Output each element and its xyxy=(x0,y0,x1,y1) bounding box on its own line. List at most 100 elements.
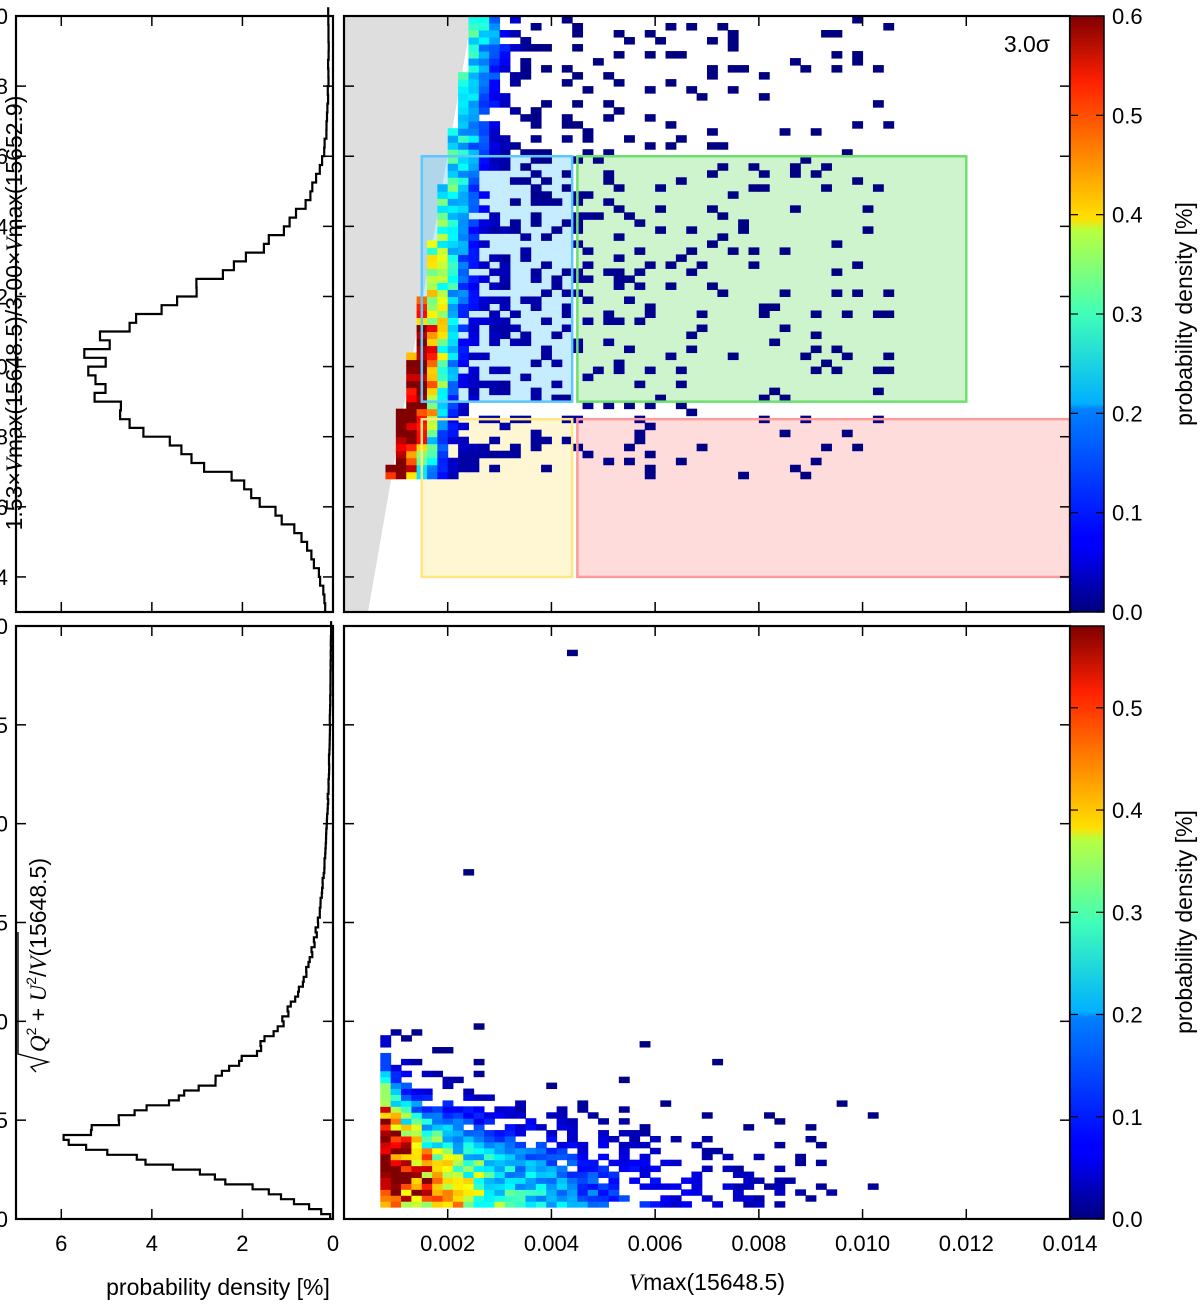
density-cell xyxy=(442,1100,454,1107)
density-cell xyxy=(452,1130,464,1137)
density-cell xyxy=(406,394,418,403)
density-cell xyxy=(603,149,615,157)
density-cell xyxy=(613,366,625,375)
density-cell xyxy=(535,1195,547,1202)
density-cell xyxy=(577,1195,589,1202)
density-cell xyxy=(390,1171,402,1178)
density-cell xyxy=(401,1118,412,1125)
density-cell xyxy=(468,184,480,192)
density-cell xyxy=(774,1165,786,1173)
density-cell xyxy=(390,1189,402,1196)
density-cell xyxy=(473,1165,485,1173)
density-cell xyxy=(826,1189,838,1196)
density-cell xyxy=(380,1189,392,1196)
density-cell xyxy=(831,366,843,375)
density-cell xyxy=(478,23,490,31)
density-cell xyxy=(665,142,677,150)
density-cell xyxy=(484,1135,495,1143)
density-cell xyxy=(421,1135,433,1143)
density-cell xyxy=(577,1153,589,1161)
density-cell xyxy=(795,1189,807,1196)
density-cell xyxy=(478,443,490,452)
density-cell xyxy=(686,23,698,31)
density-cell xyxy=(520,44,532,52)
density-cell xyxy=(489,156,501,164)
density-cell xyxy=(810,366,822,375)
density-cell xyxy=(468,352,480,361)
x-tick-label: 4 xyxy=(146,1231,158,1256)
density-cell xyxy=(551,275,563,283)
density-cell xyxy=(805,1135,817,1143)
density-cell xyxy=(380,1112,392,1119)
density-cell xyxy=(587,1189,599,1196)
density-cell xyxy=(489,37,501,45)
density-cell xyxy=(484,1130,495,1137)
density-cell xyxy=(515,1165,526,1173)
density-cell xyxy=(629,1130,641,1137)
y-tick-label: 1.2 xyxy=(0,284,8,309)
density-cell xyxy=(499,387,511,396)
bottom-scatter-ticks: 0.002 0.004 0.006 0.008 0.010 0.012 0.014 xyxy=(343,625,1098,1256)
density-cell xyxy=(489,51,501,59)
density-cell xyxy=(401,1124,412,1131)
density-cell xyxy=(670,1135,682,1143)
density-cell xyxy=(779,429,791,438)
density-cell xyxy=(447,359,459,368)
density-cell xyxy=(681,1177,692,1184)
density-cell xyxy=(447,387,459,396)
density-cell xyxy=(447,401,459,410)
density-cell xyxy=(484,1183,495,1190)
density-cell xyxy=(613,254,625,262)
density-cell xyxy=(478,317,490,326)
density-cell xyxy=(624,401,635,410)
density-cell xyxy=(406,443,418,452)
density-cell xyxy=(546,1135,558,1143)
density-cell xyxy=(525,1195,537,1202)
density-cell xyxy=(572,121,584,129)
density-cell xyxy=(473,1183,485,1190)
density-cell xyxy=(437,317,449,326)
density-cell xyxy=(546,1147,558,1155)
top-histogram-line xyxy=(83,7,330,612)
density-cell xyxy=(499,254,511,262)
density-cell xyxy=(582,191,594,199)
density-cell xyxy=(608,1171,620,1178)
density-cell xyxy=(603,310,615,319)
density-cell xyxy=(406,436,418,445)
density-cell xyxy=(478,163,490,171)
density-cell xyxy=(484,1189,495,1196)
density-cell xyxy=(437,422,449,431)
density-cell xyxy=(468,261,480,269)
density-cell xyxy=(509,324,521,333)
density-cell xyxy=(800,65,812,73)
density-cell xyxy=(426,464,438,473)
density-cell xyxy=(447,429,459,438)
density-cell xyxy=(743,1171,755,1178)
density-cell xyxy=(598,1141,609,1149)
density-cell xyxy=(722,1153,734,1161)
density-cell xyxy=(473,1189,485,1196)
density-cell xyxy=(452,1141,464,1149)
density-cell xyxy=(468,79,480,87)
density-cell xyxy=(458,345,469,354)
density-cell xyxy=(582,212,594,220)
density-cell xyxy=(644,261,656,269)
density-cell xyxy=(478,121,490,129)
density-cell xyxy=(411,1124,423,1131)
density-cell xyxy=(447,156,459,164)
density-cell xyxy=(390,1070,402,1078)
density-cell xyxy=(821,359,832,368)
density-cell xyxy=(390,1159,402,1167)
density-cell xyxy=(515,1189,526,1196)
density-cell xyxy=(489,86,501,94)
y-tick-label: 1.0 xyxy=(0,355,8,380)
density-cell xyxy=(390,1124,402,1131)
density-cell xyxy=(458,289,469,297)
density-cell xyxy=(582,450,594,459)
density-cell xyxy=(468,338,480,347)
density-cell xyxy=(665,261,677,269)
density-cell xyxy=(530,212,542,220)
density-cell xyxy=(541,191,552,199)
density-cell xyxy=(499,93,511,101)
density-cell xyxy=(401,1082,412,1090)
